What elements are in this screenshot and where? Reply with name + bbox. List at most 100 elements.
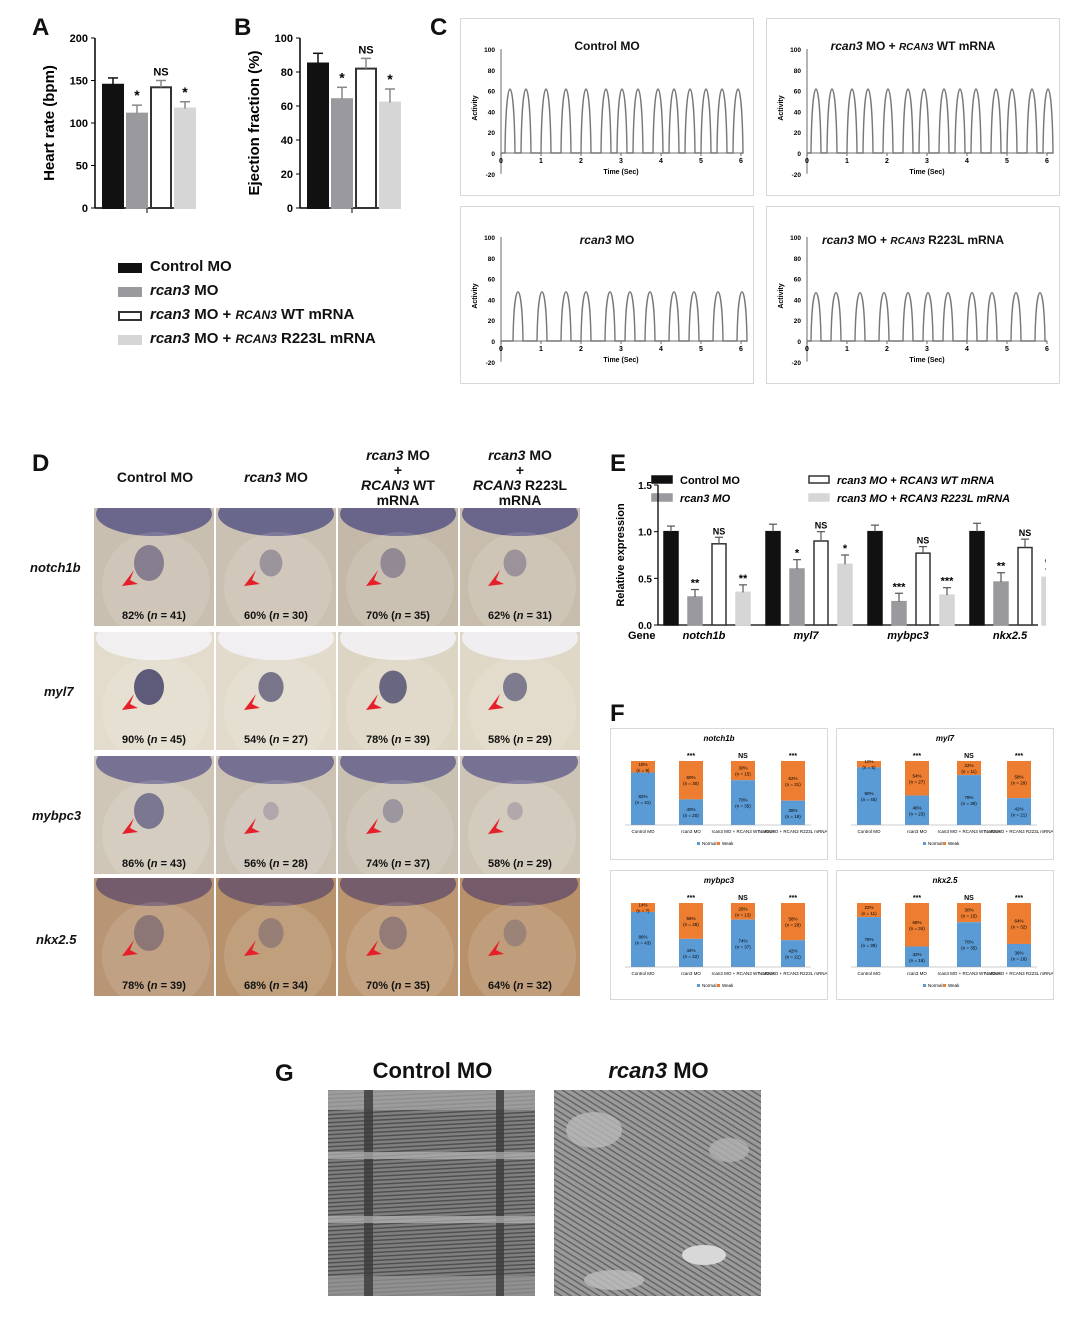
f-chart-title: mybpc3 — [704, 876, 735, 885]
heart-stain — [382, 799, 404, 823]
in-situ-caption: 70% (n = 35) — [338, 610, 458, 622]
weak-pct: 30% — [738, 766, 747, 771]
y-tick-label: 0 — [82, 203, 88, 215]
weak-pct: 22% — [864, 905, 873, 910]
y-tick-label: 40 — [794, 297, 802, 304]
in-situ-caption: 58% (n = 29) — [460, 858, 580, 870]
in-situ-image: 60% (n = 30) — [216, 508, 336, 626]
x-tick-label: 4 — [659, 346, 663, 353]
y-tick-label: 40 — [488, 109, 496, 116]
y-tick-label: 0 — [287, 203, 293, 215]
heart-stain — [134, 915, 164, 951]
caption-n: n — [394, 858, 402, 870]
heart-stain — [259, 549, 283, 577]
arrowhead — [488, 694, 504, 710]
weak-segment — [1007, 761, 1031, 799]
significance-label: *** — [1015, 895, 1023, 902]
caption-n: n — [516, 980, 524, 992]
yolk — [102, 532, 210, 626]
in-situ-caption: 62% (n = 31) — [460, 610, 580, 622]
in-situ-image: 64% (n = 32) — [460, 878, 580, 996]
legend-swatch — [808, 493, 830, 502]
weak-segment — [781, 903, 805, 941]
panel-label-d: D — [32, 450, 50, 477]
legend-swatch — [651, 493, 673, 502]
panel-label-a: A — [32, 14, 50, 41]
weak-segment — [679, 903, 703, 939]
caption-percent: 74% ( — [366, 858, 395, 870]
caption-n: n — [150, 610, 158, 622]
caption-count: = 30) — [279, 610, 308, 622]
weak-pct: 64% — [1014, 918, 1023, 923]
bar — [735, 591, 751, 626]
y-tick-label: 200 — [70, 33, 88, 45]
y-tick-label: -20 — [792, 360, 802, 367]
weak-pct: 26% — [738, 906, 747, 911]
in-situ-caption: 78% (n = 39) — [94, 980, 214, 992]
weak-n: (n = 30) — [683, 781, 699, 786]
legend-weak: Weak — [948, 983, 960, 988]
heart-stain — [380, 548, 406, 578]
x-tick-label: 4 — [965, 158, 969, 165]
significance-label: NS — [964, 753, 974, 760]
weak-n: (n = 11) — [861, 911, 877, 916]
legend-swatch-normal — [923, 984, 926, 987]
f-chart-notch1b: notch1b 18%(n = 9) 82%(n = 41) Control MO 60… — [625, 734, 827, 846]
caption-percent: 78% ( — [122, 980, 151, 992]
arrowhead — [122, 694, 138, 710]
normal-n: (n = 35) — [961, 946, 977, 951]
y-tick-label: -20 — [486, 360, 496, 367]
weak-segment — [631, 903, 655, 912]
y-tick-label: 60 — [281, 101, 293, 113]
significance-label: *** — [687, 753, 695, 760]
panel-label-e: E — [610, 450, 627, 477]
significance-label: NS — [713, 526, 726, 536]
group-label: rcan3 MO — [907, 829, 927, 834]
in-situ-image: 58% (n = 29) — [460, 756, 580, 874]
normal-n: (n = 45) — [861, 797, 877, 802]
legend-item-wt: rcan3 MO + RCAN3 WT mRNA — [150, 306, 355, 323]
f-chart-title: nkx2.5 — [933, 876, 958, 885]
normal-n: (n = 39) — [861, 943, 877, 948]
group-label: rcan3 MO — [907, 971, 927, 976]
embryo-drawing — [340, 508, 456, 626]
legend-item-control: Control MO — [150, 258, 232, 275]
d-col-header-r223l: rcan3 MO + RCAN3 R223L mRNA — [472, 447, 568, 508]
x-axis-label: Time (Sec) — [909, 169, 944, 176]
x-axis-label: Time (Sec) — [603, 357, 638, 364]
y-tick-label: 80 — [281, 67, 293, 79]
normal-pct: 42% — [1014, 807, 1023, 812]
y-tick-label: 40 — [794, 109, 802, 116]
legend-label: rcan3 MO + RCAN3 WT mRNA — [837, 475, 994, 487]
weak-segment — [731, 903, 755, 920]
significance-label: *** — [1015, 753, 1023, 760]
legend-swatch-wt — [118, 311, 142, 321]
arrowhead — [488, 570, 504, 586]
embryo-head — [340, 632, 456, 660]
normal-pct: 40% — [686, 807, 695, 812]
yolk — [468, 656, 576, 750]
caption-n: n — [272, 858, 280, 870]
y-tick-label: 100 — [70, 118, 88, 130]
caption-percent: 70% ( — [366, 980, 395, 992]
in-situ-image: 78% (n = 39) — [338, 632, 458, 750]
y-tick-label: 0 — [797, 339, 801, 346]
caption-n: n — [516, 858, 524, 870]
bar — [174, 107, 196, 209]
y-axis-label: Ejection fraction (%) — [246, 50, 263, 195]
bar — [307, 62, 329, 209]
weak-segment — [631, 761, 655, 773]
caption-count: = 43) — [157, 858, 186, 870]
weak-n: (n = 28) — [683, 922, 699, 927]
legend-label: Control MO — [680, 475, 740, 487]
arrowhead — [244, 570, 260, 586]
x-tick-label: 6 — [739, 346, 743, 353]
x-tick-label: 5 — [1005, 346, 1009, 353]
weak-pct: 10% — [864, 759, 873, 764]
normal-segment — [905, 946, 929, 967]
y-tick-label: 40 — [281, 135, 293, 147]
in-situ-caption: 74% (n = 37) — [338, 858, 458, 870]
in-situ-image: 54% (n = 27) — [216, 632, 336, 750]
g-title-rcan3: rcan3 MO — [608, 1058, 709, 1083]
trace-title-control: Control MO — [574, 39, 640, 53]
